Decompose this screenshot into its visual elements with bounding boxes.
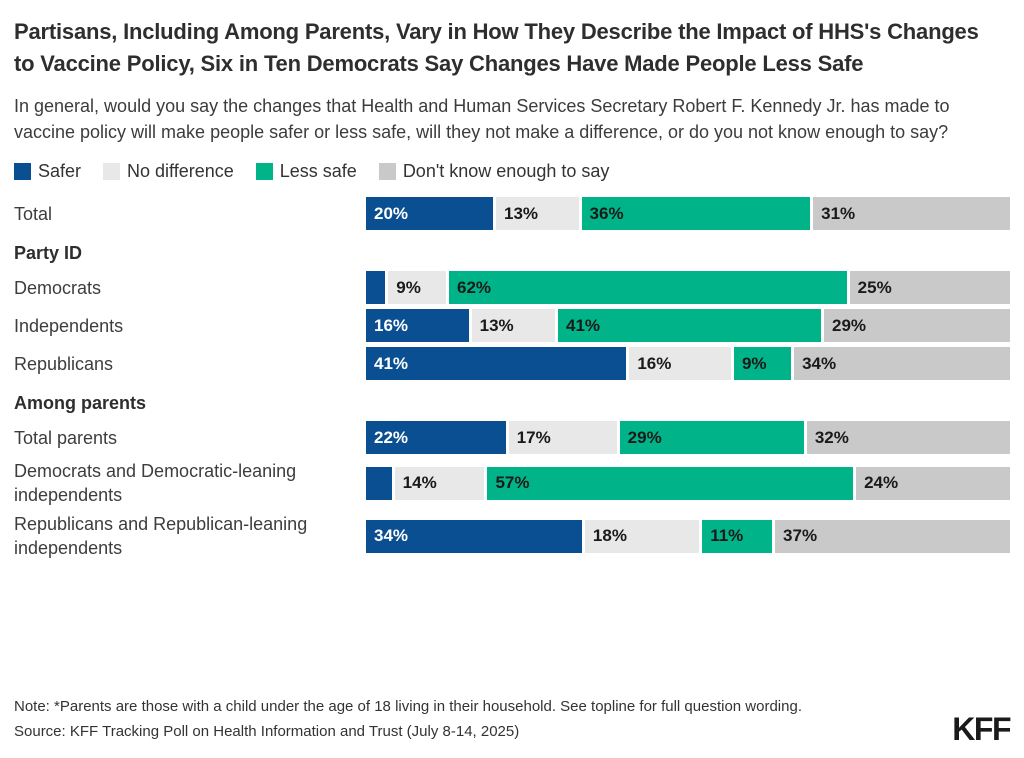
chart-row: Democrats 9% 62% 25% xyxy=(14,271,1011,304)
row-label: Democrats xyxy=(14,277,102,298)
bar-segment-value: 24% xyxy=(864,473,899,492)
chart-row: Total parents 22% 17% 29% 32% xyxy=(14,421,1011,454)
bar-segment-safer: 16% xyxy=(366,309,469,342)
bar-track: 20% 13% 36% 31% xyxy=(366,197,1010,230)
legend-item-label: Don't know enough to say xyxy=(402,161,610,181)
bar-segment-value: 34% xyxy=(802,353,837,373)
legend-item-2: Less safe xyxy=(255,161,357,182)
bar-segment-value: 11% xyxy=(710,526,744,545)
bar-segment-safer: 22% xyxy=(366,421,506,454)
row-label: Independents xyxy=(14,315,124,336)
bar-segment-value: 22% xyxy=(374,427,409,447)
bar-segment-value: 41% xyxy=(374,353,409,373)
bar-segment-less-safe: 9% xyxy=(733,347,792,380)
bar-segment-less-safe: 11% xyxy=(702,519,773,553)
bar-segment-value: 13% xyxy=(479,315,514,335)
bar-segment-value: 37% xyxy=(783,526,818,545)
footer-text-block: Note: *Parents are those with a child un… xyxy=(14,694,802,744)
bar-segment-value: 16% xyxy=(374,315,409,335)
row-label: Democrats and Democratic-leaning indepen… xyxy=(14,461,297,505)
bar-track: 14% 57% 24% xyxy=(366,466,1010,500)
bar-segment-value: 17% xyxy=(516,427,551,447)
bar-segment-value: 57% xyxy=(495,473,530,492)
legend-swatch-icon xyxy=(255,163,273,180)
bar-segment-value: 29% xyxy=(832,315,867,335)
bar-segment-value: 9% xyxy=(396,277,421,297)
bar-segment-don-t-know-enough-to-say: 32% xyxy=(806,421,1011,454)
bar-segment-value: 29% xyxy=(627,427,662,447)
bar-track: 34% 18% 11% 37% xyxy=(366,519,1010,553)
bar-segment-safer: 41% xyxy=(366,347,627,380)
bar-track: 22% 17% 29% 32% xyxy=(366,421,1011,454)
legend-item-1: No difference xyxy=(103,161,234,182)
bar-segment-value: 16% xyxy=(637,353,672,373)
bar-segment-no-difference: 17% xyxy=(508,421,617,454)
bar-segment-less-safe: 57% xyxy=(487,466,854,500)
bar-segment-no-difference: 16% xyxy=(629,347,731,380)
bar-track: 9% 62% 25% xyxy=(366,271,1011,304)
bar-segment-value: 34% xyxy=(374,526,409,545)
legend-swatch-icon xyxy=(378,163,396,180)
chart-row: Republicans and Republican-leaning indep… xyxy=(14,512,1010,560)
bar-segment-value: 36% xyxy=(589,203,624,223)
note-text: Note: *Parents are those with a child un… xyxy=(14,698,802,715)
row-label: Total parents xyxy=(14,427,118,448)
bar-segment-less-safe: 62% xyxy=(448,271,847,304)
bar-segment-no-difference: 13% xyxy=(496,197,579,230)
bar-segment-no-difference: 14% xyxy=(394,466,485,500)
chart-row: Independents 16% 13% 41% 29% xyxy=(14,309,1011,342)
legend-item-label: No difference xyxy=(127,161,234,181)
bar-segment-don-t-know-enough-to-say: 34% xyxy=(794,347,1010,380)
bar-segment-safer xyxy=(366,271,386,304)
bar-segment-value: 14% xyxy=(402,473,437,492)
bar-track: 41% 16% 9% 34% xyxy=(366,347,1010,380)
bar-segment-value: 25% xyxy=(857,277,892,297)
legend-item-label: Less safe xyxy=(279,161,357,181)
legend-swatch-icon xyxy=(103,163,121,180)
bar-segment-don-t-know-enough-to-say: 24% xyxy=(856,466,1010,500)
bar-segment-value: 41% xyxy=(566,315,601,335)
legend-item-label: Safer xyxy=(38,161,82,181)
bar-segment-value: 31% xyxy=(821,203,856,223)
row-label: Republicans xyxy=(14,353,114,374)
bar-segment-don-t-know-enough-to-say: 37% xyxy=(775,519,1010,553)
bar-segment-less-safe: 36% xyxy=(581,197,811,230)
bar-segment-no-difference: 9% xyxy=(388,271,446,304)
row-label: Republicans and Republican-leaning indep… xyxy=(14,514,308,558)
bar-segment-safer xyxy=(366,466,392,500)
bar-segment-value: 62% xyxy=(456,277,492,297)
bar-segment-don-t-know-enough-to-say: 25% xyxy=(849,271,1011,304)
bar-segment-don-t-know-enough-to-say: 31% xyxy=(813,197,1010,230)
bar-segment-value: 9% xyxy=(741,353,767,373)
kff-logo: KFF xyxy=(952,711,1011,747)
bar-segment-value: 18% xyxy=(592,526,627,545)
legend-item-3: Don't know enough to say xyxy=(378,161,610,182)
legend-swatch-icon xyxy=(14,163,31,180)
row-label: Total xyxy=(14,203,53,224)
bar-segment-value: 20% xyxy=(374,203,409,223)
section-header: Party ID xyxy=(14,243,83,263)
stacked-bar-chart: Total 20% 13% 36% 31% Party ID Democrats 9% 62% 2… xyxy=(14,197,1011,560)
section-header: Among parents xyxy=(14,393,147,413)
chart-title: Partisans, Including Among Parents, Vary… xyxy=(14,19,979,76)
chart-row: Democrats and Democratic-leaning indepen… xyxy=(14,459,1010,507)
chart-row: Total 20% 13% 36% 31% xyxy=(14,197,1010,230)
legend: Safer No difference Less safe Don't know en… xyxy=(14,161,1010,182)
bar-segment-don-t-know-enough-to-say: 29% xyxy=(824,309,1011,342)
bar-segment-value: 13% xyxy=(504,203,539,223)
bar-segment-safer: 20% xyxy=(366,197,493,230)
bar-track: 16% 13% 41% 29% xyxy=(366,309,1011,342)
chart-row: Republicans 41% 16% 9% 34% xyxy=(14,347,1010,380)
footer: Note: *Parents are those with a child un… xyxy=(14,694,1011,747)
chart-page: Partisans, Including Among Parents, Vary… xyxy=(14,19,1011,560)
bar-segment-safer: 34% xyxy=(366,519,582,553)
bar-segment-no-difference: 13% xyxy=(471,309,556,342)
chart-subtitle: In general, would you say the changes th… xyxy=(14,96,950,142)
bar-segment-less-safe: 41% xyxy=(558,309,821,342)
bar-segment-no-difference: 18% xyxy=(584,519,700,553)
bar-segment-value: 32% xyxy=(814,427,849,447)
legend-item-0: Safer xyxy=(14,161,81,182)
bar-segment-less-safe: 29% xyxy=(619,421,804,454)
source-text: Source: KFF Tracking Poll on Health Info… xyxy=(14,723,520,740)
